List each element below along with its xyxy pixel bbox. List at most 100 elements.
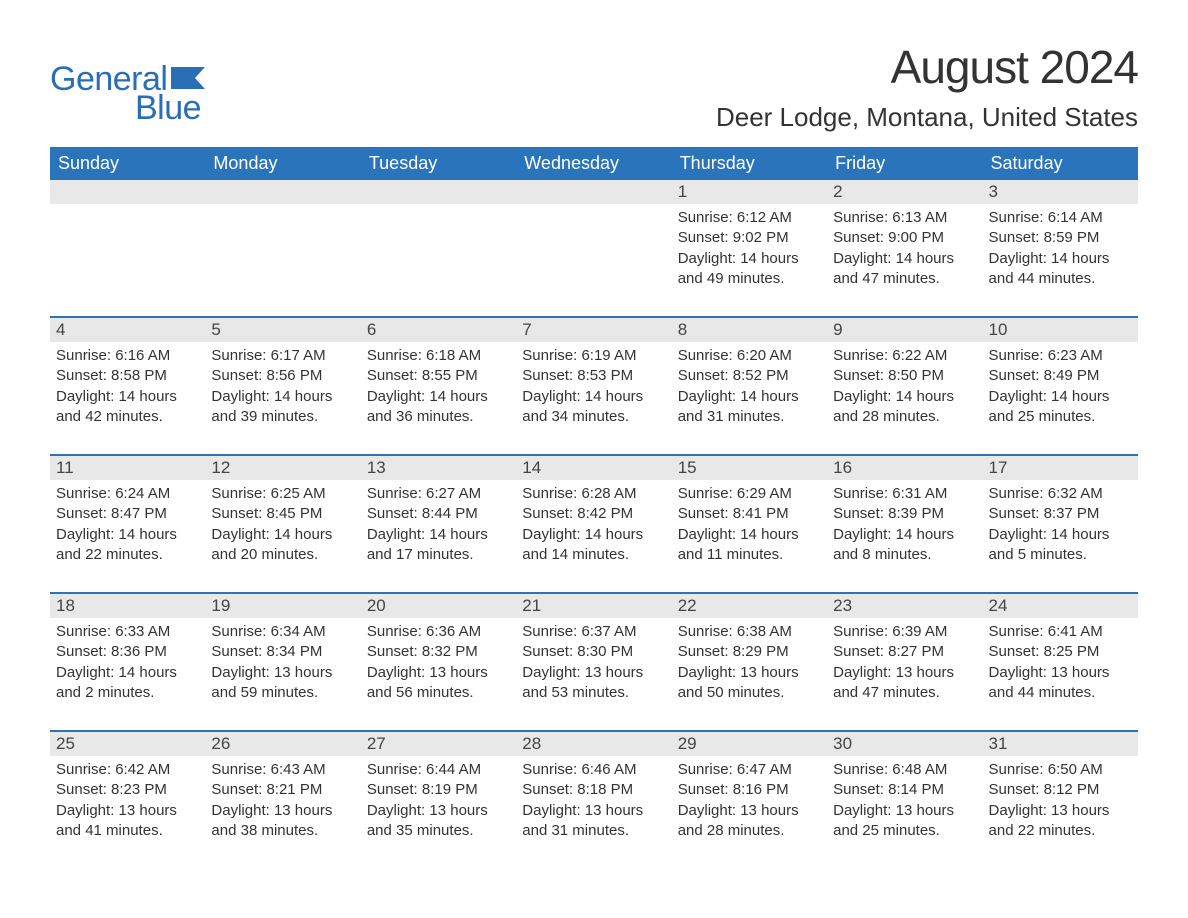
daylight-text: Daylight: 14 hours and 11 minutes. — [678, 525, 821, 566]
sunset-text: Sunset: 8:41 PM — [678, 504, 821, 524]
sunset-text: Sunset: 8:56 PM — [211, 366, 354, 386]
sunset-text: Sunset: 8:58 PM — [56, 366, 199, 386]
sunrise-text: Sunrise: 6:28 AM — [522, 484, 665, 504]
sunrise-text: Sunrise: 6:27 AM — [367, 484, 510, 504]
daylight-text: Daylight: 14 hours and 8 minutes. — [833, 525, 976, 566]
sunset-text: Sunset: 8:25 PM — [989, 642, 1132, 662]
calendar-cell: 30Sunrise: 6:48 AMSunset: 8:14 PMDayligh… — [827, 732, 982, 856]
sunrise-text: Sunrise: 6:36 AM — [367, 622, 510, 642]
calendar-cell — [50, 180, 205, 304]
sunset-text: Sunset: 8:52 PM — [678, 366, 821, 386]
logo: General Blue — [50, 60, 205, 128]
daylight-text: Daylight: 14 hours and 47 minutes. — [833, 249, 976, 290]
daylight-text: Daylight: 14 hours and 2 minutes. — [56, 663, 199, 704]
calendar-cell: 22Sunrise: 6:38 AMSunset: 8:29 PMDayligh… — [672, 594, 827, 718]
day-header-row: SundayMondayTuesdayWednesdayThursdayFrid… — [50, 147, 1138, 180]
daylight-text: Daylight: 14 hours and 14 minutes. — [522, 525, 665, 566]
calendar-cell: 16Sunrise: 6:31 AMSunset: 8:39 PMDayligh… — [827, 456, 982, 580]
day-content: Sunrise: 6:12 AMSunset: 9:02 PMDaylight:… — [672, 204, 827, 293]
day-number: 23 — [827, 594, 982, 618]
day-header: Tuesday — [361, 147, 516, 180]
day-number — [50, 180, 205, 204]
sunset-text: Sunset: 8:37 PM — [989, 504, 1132, 524]
sunrise-text: Sunrise: 6:41 AM — [989, 622, 1132, 642]
day-number: 19 — [205, 594, 360, 618]
calendar-cell: 8Sunrise: 6:20 AMSunset: 8:52 PMDaylight… — [672, 318, 827, 442]
sunset-text: Sunset: 8:21 PM — [211, 780, 354, 800]
calendar-week: 25Sunrise: 6:42 AMSunset: 8:23 PMDayligh… — [50, 730, 1138, 856]
day-content: Sunrise: 6:17 AMSunset: 8:56 PMDaylight:… — [205, 342, 360, 431]
daylight-text: Daylight: 14 hours and 17 minutes. — [367, 525, 510, 566]
sunrise-text: Sunrise: 6:20 AM — [678, 346, 821, 366]
day-number: 31 — [983, 732, 1138, 756]
calendar-cell: 10Sunrise: 6:23 AMSunset: 8:49 PMDayligh… — [983, 318, 1138, 442]
day-number: 16 — [827, 456, 982, 480]
calendar-cell: 21Sunrise: 6:37 AMSunset: 8:30 PMDayligh… — [516, 594, 671, 718]
sunrise-text: Sunrise: 6:33 AM — [56, 622, 199, 642]
sunset-text: Sunset: 8:49 PM — [989, 366, 1132, 386]
daylight-text: Daylight: 13 hours and 38 minutes. — [211, 801, 354, 842]
sunrise-text: Sunrise: 6:47 AM — [678, 760, 821, 780]
daylight-text: Daylight: 13 hours and 41 minutes. — [56, 801, 199, 842]
day-content: Sunrise: 6:29 AMSunset: 8:41 PMDaylight:… — [672, 480, 827, 569]
sunrise-text: Sunrise: 6:25 AM — [211, 484, 354, 504]
day-number: 29 — [672, 732, 827, 756]
daylight-text: Daylight: 13 hours and 28 minutes. — [678, 801, 821, 842]
sunrise-text: Sunrise: 6:37 AM — [522, 622, 665, 642]
daylight-text: Daylight: 14 hours and 28 minutes. — [833, 387, 976, 428]
day-number: 2 — [827, 180, 982, 204]
daylight-text: Daylight: 14 hours and 39 minutes. — [211, 387, 354, 428]
calendar-cell: 7Sunrise: 6:19 AMSunset: 8:53 PMDaylight… — [516, 318, 671, 442]
calendar-cell: 4Sunrise: 6:16 AMSunset: 8:58 PMDaylight… — [50, 318, 205, 442]
day-content: Sunrise: 6:43 AMSunset: 8:21 PMDaylight:… — [205, 756, 360, 845]
day-content: Sunrise: 6:41 AMSunset: 8:25 PMDaylight:… — [983, 618, 1138, 707]
day-number: 27 — [361, 732, 516, 756]
calendar-cell — [361, 180, 516, 304]
calendar-cell: 11Sunrise: 6:24 AMSunset: 8:47 PMDayligh… — [50, 456, 205, 580]
calendar-cell: 27Sunrise: 6:44 AMSunset: 8:19 PMDayligh… — [361, 732, 516, 856]
calendar-cell — [205, 180, 360, 304]
day-content: Sunrise: 6:34 AMSunset: 8:34 PMDaylight:… — [205, 618, 360, 707]
daylight-text: Daylight: 13 hours and 50 minutes. — [678, 663, 821, 704]
day-number: 21 — [516, 594, 671, 618]
calendar-cell: 29Sunrise: 6:47 AMSunset: 8:16 PMDayligh… — [672, 732, 827, 856]
sunset-text: Sunset: 8:14 PM — [833, 780, 976, 800]
sunrise-text: Sunrise: 6:43 AM — [211, 760, 354, 780]
day-number: 15 — [672, 456, 827, 480]
day-number: 12 — [205, 456, 360, 480]
sunrise-text: Sunrise: 6:44 AM — [367, 760, 510, 780]
day-number: 17 — [983, 456, 1138, 480]
calendar-cell: 13Sunrise: 6:27 AMSunset: 8:44 PMDayligh… — [361, 456, 516, 580]
title-block: August 2024 Deer Lodge, Montana, United … — [716, 40, 1138, 133]
sunset-text: Sunset: 8:36 PM — [56, 642, 199, 662]
day-content — [205, 204, 360, 212]
day-number: 18 — [50, 594, 205, 618]
day-number — [205, 180, 360, 204]
day-header: Saturday — [983, 147, 1138, 180]
daylight-text: Daylight: 13 hours and 31 minutes. — [522, 801, 665, 842]
calendar-cell: 26Sunrise: 6:43 AMSunset: 8:21 PMDayligh… — [205, 732, 360, 856]
day-number: 4 — [50, 318, 205, 342]
header: General Blue August 2024 Deer Lodge, Mon… — [50, 40, 1138, 133]
calendar-cell: 18 Sunrise: 6:33 AMSunset: 8:36 PMDayligh… — [50, 594, 205, 718]
day-content: Sunrise: 6:20 AMSunset: 8:52 PMDaylight:… — [672, 342, 827, 431]
day-content: Sunrise: 6:46 AMSunset: 8:18 PMDaylight:… — [516, 756, 671, 845]
sunset-text: Sunset: 8:29 PM — [678, 642, 821, 662]
day-content: Sunrise: 6:18 AMSunset: 8:55 PMDaylight:… — [361, 342, 516, 431]
day-number — [361, 180, 516, 204]
day-header: Wednesday — [516, 147, 671, 180]
sunrise-text: Sunrise: 6:18 AM — [367, 346, 510, 366]
daylight-text: Daylight: 13 hours and 59 minutes. — [211, 663, 354, 704]
daylight-text: Daylight: 14 hours and 49 minutes. — [678, 249, 821, 290]
daylight-text: Daylight: 14 hours and 44 minutes. — [989, 249, 1132, 290]
day-header: Thursday — [672, 147, 827, 180]
sunset-text: Sunset: 8:30 PM — [522, 642, 665, 662]
day-number: 8 — [672, 318, 827, 342]
sunrise-text: Sunrise: 6:42 AM — [56, 760, 199, 780]
sunset-text: Sunset: 8:39 PM — [833, 504, 976, 524]
sunrise-text: Sunrise: 6:19 AM — [522, 346, 665, 366]
day-content: Sunrise: 6:38 AMSunset: 8:29 PMDaylight:… — [672, 618, 827, 707]
day-content: Sunrise: 6:22 AMSunset: 8:50 PMDaylight:… — [827, 342, 982, 431]
day-content: Sunrise: 6:19 AMSunset: 8:53 PMDaylight:… — [516, 342, 671, 431]
day-content: Sunrise: 6:39 AMSunset: 8:27 PMDaylight:… — [827, 618, 982, 707]
